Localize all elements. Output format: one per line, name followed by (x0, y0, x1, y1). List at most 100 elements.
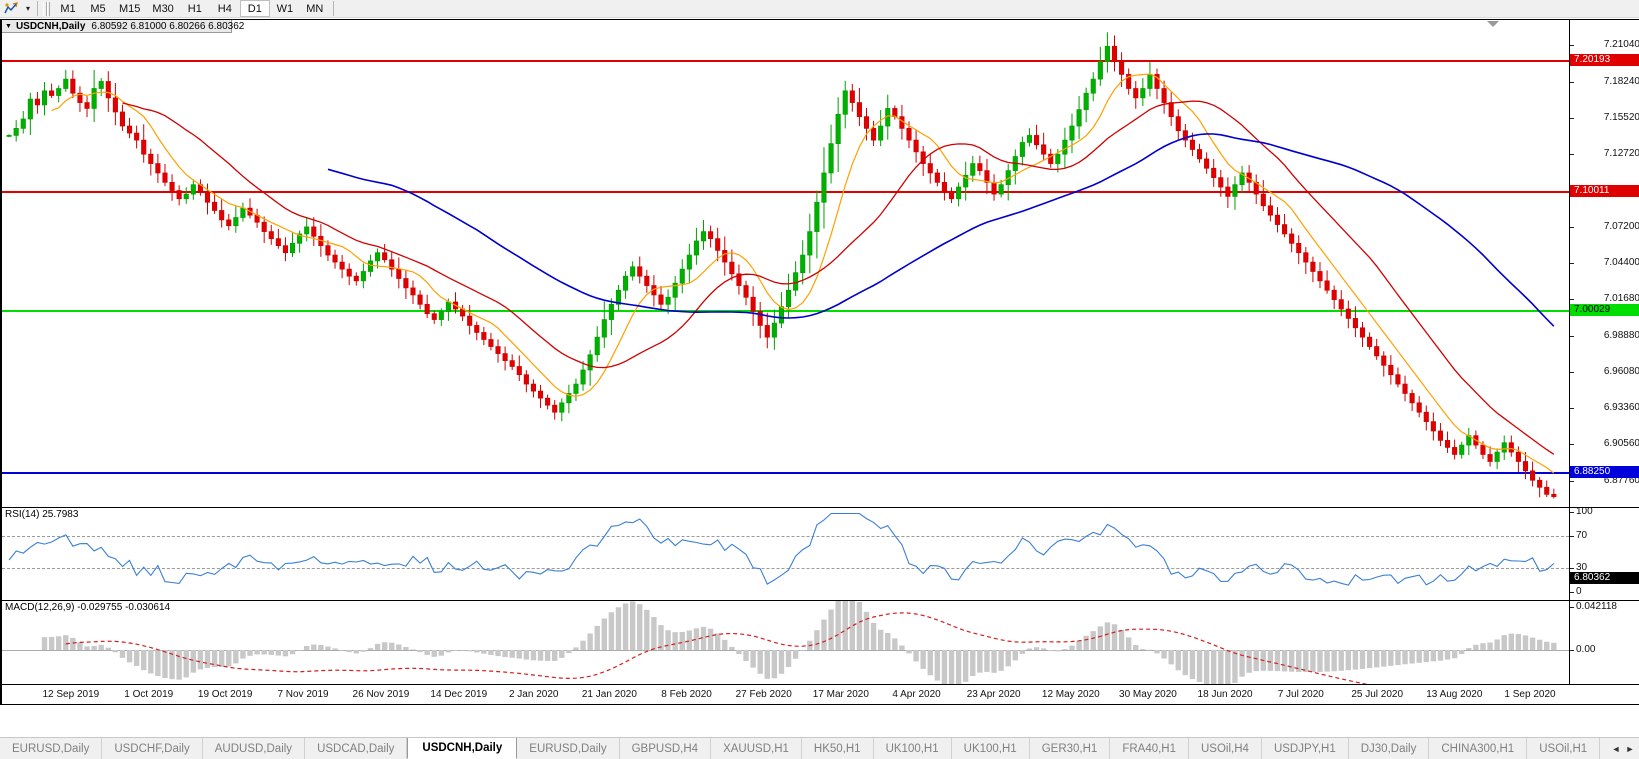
macd-label: MACD(12,26,9) -0.029755 -0.030614 (5, 602, 171, 613)
price-axis-label: 7.21040 (1603, 39, 1639, 50)
time-axis-label: 23 Apr 2020 (966, 689, 1021, 700)
chart-tab-dj30-daily-15[interactable]: DJ30,Daily (1349, 738, 1430, 759)
level-line-7.00029[interactable] (2, 310, 1569, 312)
rsi-axis-tick (1570, 512, 1574, 513)
chart-tab-label: USDCAD,Daily (317, 742, 395, 755)
price-pane[interactable]: 7.21040 7.18240 7.15520 7.12720 7.07200 7.044… (2, 20, 1639, 595)
chart-tab-label: XAUUSD,H1 (723, 742, 789, 755)
chart-tab-uk100-h1-10[interactable]: UK100,H1 (952, 738, 1030, 759)
price-badge: 7.10011 (1570, 185, 1639, 197)
candlestick-series (6, 32, 1557, 499)
time-axis-label: 13 Aug 2020 (1426, 689, 1483, 700)
time-axis-label: 30 May 2020 (1119, 689, 1177, 700)
price-plot-area[interactable] (2, 20, 1569, 507)
timeframe-button-m5[interactable]: M5 (83, 0, 113, 17)
timeframe-label: D1 (247, 2, 262, 15)
indicators-icon[interactable] (0, 0, 22, 17)
time-axis[interactable]: 12 Sep 2019 1 Oct 2019 19 Oct 2019 7 Nov 20… (2, 684, 1639, 704)
chart-tab-label: USDCHF,Daily (114, 742, 190, 755)
timeframe-button-h1[interactable]: H1 (180, 0, 210, 17)
rsi-label: RSI(14) 25.7983 (5, 509, 79, 520)
level-line-7.10011[interactable] (2, 191, 1569, 193)
chart-tab-ger30-h1-11[interactable]: GER30,H1 (1030, 738, 1111, 759)
chart-tab-audusd-daily-2[interactable]: AUDUSD,Daily (203, 738, 306, 759)
chart-tab-usdcad-daily-3[interactable]: USDCAD,Daily (305, 738, 408, 759)
price-axis-label: 7.01680 (1603, 293, 1639, 304)
price-axis-tick (1570, 82, 1574, 83)
chart-tab-hk50-h1-8[interactable]: HK50,H1 (802, 738, 874, 759)
chart-tab-usoil-h1-17[interactable]: USOil,H1 (1527, 738, 1601, 759)
price-axis[interactable]: 7.21040 7.18240 7.15520 7.12720 7.07200 7.044… (1569, 20, 1639, 595)
level-line-7.20193[interactable] (2, 60, 1569, 62)
macd-axis-tick (1570, 650, 1574, 651)
rsi-pane[interactable]: RSI(14) 25.7983 100 70 30 0 (2, 507, 1639, 600)
time-axis-label: 21 Jan 2020 (581, 689, 637, 700)
time-axis-label: 1 Sep 2020 (1504, 689, 1556, 700)
price-axis-label: 7.04400 (1603, 257, 1639, 268)
time-axis-label: 25 Jul 2020 (1351, 689, 1404, 700)
chart-ohlc-label: 6.80592 6.81000 6.80266 6.80362 (91, 20, 245, 32)
pane-divider-rsi[interactable] (2, 507, 1639, 508)
chevron-left-icon[interactable]: ◄ (1611, 743, 1621, 754)
timeframe-button-w1[interactable]: W1 (270, 0, 300, 17)
chart-tab-label: GBPUSD,H4 (631, 742, 699, 755)
rsi-series (8, 512, 1555, 586)
chart-tab-china300-h1-16[interactable]: CHINA300,H1 (1429, 738, 1528, 759)
timeframe-label: H4 (217, 2, 232, 15)
chevron-down-icon[interactable]: ▾ (25, 4, 30, 13)
rsi-axis[interactable]: 100 70 30 0 (1569, 507, 1639, 600)
chart-tab-eurusd-daily-5[interactable]: EURUSD,Daily (517, 738, 620, 759)
price-axis-label: 6.96080 (1603, 366, 1639, 377)
timeframe-toolbar: ▾ M1 M5 M15 M30 H1 H4 D1 W1 MN (0, 0, 1639, 18)
level-line-6.88250[interactable] (2, 472, 1569, 474)
time-axis-label: 2 Jan 2020 (508, 689, 559, 700)
macd-plot-area[interactable] (2, 601, 1569, 699)
timeframe-buttons: M1 M5 M15 M30 H1 H4 D1 W1 MN (53, 0, 330, 17)
timeframe-button-h4[interactable]: H4 (210, 0, 240, 17)
scroll-marker-icon[interactable] (1487, 21, 1499, 27)
macd-axis-label: 0.042118 (1576, 601, 1617, 612)
chart-title-bar[interactable]: ▼ USDCNH,Daily 6.80592 6.81000 6.80266 6… (2, 20, 244, 33)
chart-tab-usoil-h4-13[interactable]: USOil,H4 (1189, 738, 1262, 759)
chart-tabs[interactable]: EURUSD,Daily USDCHF,Daily AUDUSD,Daily USDC… (0, 737, 1639, 759)
rsi-plot-area[interactable] (2, 508, 1569, 600)
pane-divider-macd[interactable] (2, 600, 1639, 601)
price-badge: 6.88250 (1570, 466, 1639, 478)
chart-window[interactable]: 7.21040 7.18240 7.15520 7.12720 7.07200 7.044… (0, 19, 1639, 705)
price-axis-tick (1570, 227, 1574, 228)
price-axis-tick (1570, 154, 1574, 155)
timeframe-button-d1[interactable]: D1 (239, 0, 270, 17)
timeframe-button-m15[interactable]: M15 (113, 0, 146, 17)
time-axis-label: 19 Oct 2019 (197, 689, 253, 700)
price-axis-label: 7.18240 (1603, 76, 1639, 87)
timeframe-button-m30[interactable]: M30 (146, 0, 179, 17)
macd-pane[interactable]: MACD(12,26,9) -0.029755 -0.030614 0.0421… (2, 601, 1639, 699)
price-badge: 7.00029 (1570, 304, 1639, 316)
timeframe-button-mn[interactable]: MN (300, 0, 330, 17)
time-axis-label: 17 Mar 2020 (812, 689, 869, 700)
price-axis-label: 6.87760 (1603, 475, 1639, 486)
rsi-level-30 (2, 568, 1569, 569)
rsi-axis-label: 70 (1576, 530, 1588, 541)
chart-tab-xauusd-h1-7[interactable]: XAUUSD,H1 (711, 738, 802, 759)
chart-tab-usdjpy-h1-14[interactable]: USDJPY,H1 (1262, 738, 1349, 759)
timeframe-button-m1[interactable]: M1 (53, 0, 83, 17)
chart-tab-uk100-h1-9[interactable]: UK100,H1 (874, 738, 952, 759)
triangle-down-icon[interactable]: ▼ (5, 22, 12, 30)
price-badge: 6.80362 (1570, 572, 1639, 584)
chart-tab-gbpusd-h4-6[interactable]: GBPUSD,H4 (620, 738, 712, 759)
chart-tab-usdchf-daily-1[interactable]: USDCHF,Daily (102, 738, 203, 759)
chart-tab-fra40-h1-12[interactable]: FRA40,H1 (1110, 738, 1189, 759)
chart-symbol-label: USDCNH,Daily (15, 20, 86, 32)
chart-tab-label: HK50,H1 (813, 742, 861, 755)
chart-tab-eurusd-daily-0[interactable]: EURUSD,Daily (0, 738, 103, 759)
timeframe-label: M15 (119, 2, 141, 15)
tab-scroll-controls[interactable]: ◄ ► (1607, 738, 1639, 759)
toolbar-grip[interactable] (43, 1, 50, 16)
chart-tab-usdcnh-daily-4[interactable]: USDCNH,Daily (407, 738, 518, 759)
chevron-right-icon[interactable]: ► (1625, 743, 1635, 754)
time-axis-label: 12 May 2020 (1041, 689, 1100, 700)
price-axis-tick (1570, 444, 1574, 445)
price-axis-label: 7.07200 (1603, 221, 1639, 232)
chart-tab-label: UK100,H1 (963, 742, 1017, 755)
